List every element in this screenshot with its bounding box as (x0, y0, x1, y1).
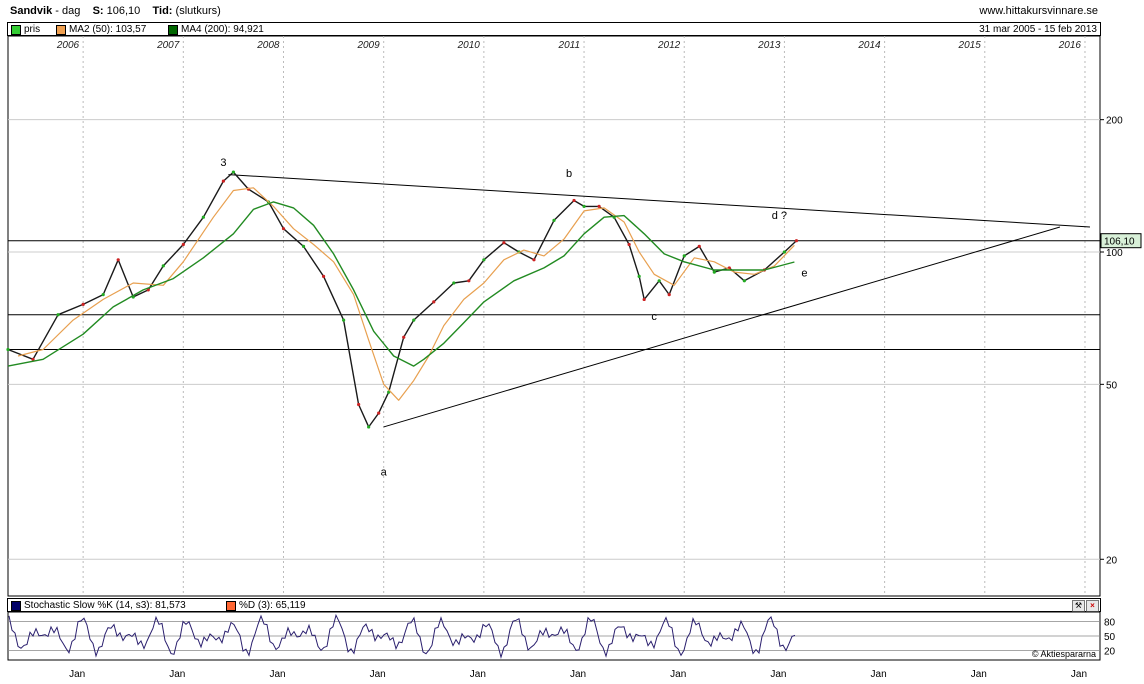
price-point (552, 218, 556, 223)
price-point (342, 318, 346, 322)
wave-label: e (801, 267, 807, 279)
price-point (712, 270, 716, 274)
price-point (432, 300, 436, 304)
price-point (667, 293, 671, 297)
plot-frame (7, 35, 1101, 597)
price-point (377, 411, 381, 415)
ma200-series-line (7, 201, 795, 367)
price-point (301, 244, 306, 248)
price-point (657, 279, 661, 283)
year-label: 2010 (457, 40, 481, 51)
year-label: 2009 (356, 40, 380, 51)
price-point (452, 281, 456, 285)
year-label: 2013 (757, 40, 781, 51)
trendline (383, 226, 1061, 428)
price-point (6, 347, 10, 352)
price-point (532, 258, 536, 262)
y-tick-label: 20 (1106, 555, 1118, 566)
price-point (281, 227, 286, 231)
price-point (231, 170, 236, 174)
price-point (146, 288, 150, 292)
legend-swatch (226, 600, 236, 611)
legend-item-stoch-d: %D (3): 65,119 (226, 600, 306, 611)
legend-item-pris: pris (11, 24, 40, 35)
close-icon[interactable]: × (1086, 600, 1099, 612)
price-point (56, 313, 60, 317)
price-point (582, 204, 586, 208)
last-price-label: 106,10 (1104, 237, 1135, 248)
price-point (161, 264, 165, 268)
price-point (31, 357, 35, 361)
legend-item-ma50: MA2 (50): 103,57 (56, 24, 146, 35)
y-tick-label: 100 (1106, 248, 1123, 259)
price-point (597, 204, 601, 208)
stochastic-legend: Stochastic Slow %K (14, s3): 81,573 %D (… (7, 598, 1101, 612)
year-label: 2007 (156, 40, 180, 51)
year-label: 2014 (857, 40, 881, 51)
price-point (642, 297, 646, 302)
legend-swatch (168, 24, 178, 35)
price-point (101, 293, 105, 297)
price-point (321, 274, 326, 279)
price-point (81, 302, 85, 306)
price-point (402, 335, 406, 339)
price-point (412, 318, 416, 322)
year-label: 2006 (56, 40, 80, 51)
last-price-box (1100, 233, 1142, 249)
year-label: 2011 (558, 40, 581, 51)
year-label: 2008 (256, 40, 280, 51)
header-title: Sandvik - dag S: 106,10 Tid: (slutkurs) (10, 5, 221, 17)
price-point (357, 402, 361, 407)
price-point (116, 258, 120, 262)
wave-label: a (381, 467, 388, 479)
price-point (221, 179, 225, 183)
year-label: 2015 (958, 40, 982, 51)
price-point (794, 239, 799, 243)
year-label: 2016 (1058, 40, 1082, 51)
legend-swatch (56, 24, 66, 35)
y-tick-label: 50 (1106, 380, 1118, 391)
price-point (742, 279, 746, 283)
price-point (782, 250, 787, 254)
chart-header: Sandvik - dag S: 106,10 Tid: (slutkurs) … (0, 0, 1144, 22)
trendline (228, 174, 1091, 228)
price-point (682, 254, 686, 258)
legend-swatch (11, 600, 21, 611)
legend-item-ma200: MA4 (200): 94,921 (168, 24, 264, 35)
legend-swatch (11, 24, 21, 35)
price-point (502, 241, 506, 245)
price-point (482, 258, 486, 262)
wave-label: d ? (772, 210, 787, 222)
date-range: 31 mar 2005 - 15 feb 2013 (979, 24, 1097, 35)
y-tick-label: 200 (1106, 116, 1123, 127)
year-label: 2012 (657, 40, 681, 51)
wave-label: c (651, 311, 657, 323)
price-series-line (7, 171, 797, 428)
price-point (637, 274, 641, 279)
wave-label: 3 (220, 157, 226, 169)
price-point (467, 279, 471, 283)
price-point (627, 242, 631, 247)
settings-icon[interactable]: ⚒ (1072, 600, 1085, 612)
price-point (697, 244, 701, 248)
price-point (367, 425, 371, 429)
legend-item-stoch-k: Stochastic Slow %K (14, s3): 81,573 (11, 600, 186, 611)
price-point (181, 242, 185, 247)
site-url[interactable]: www.hittakursvinnare.se (979, 5, 1098, 17)
wave-label: b (566, 168, 572, 180)
price-point (572, 198, 576, 203)
price-point (201, 215, 205, 219)
